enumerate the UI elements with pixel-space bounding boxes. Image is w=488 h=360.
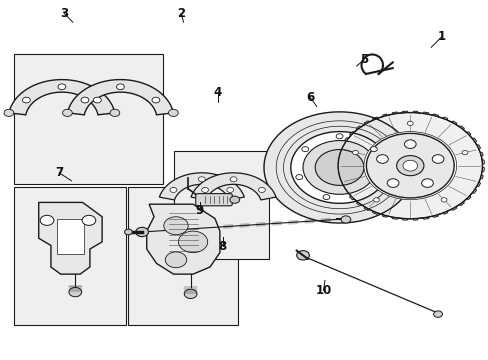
Polygon shape: [67, 80, 173, 115]
Circle shape: [373, 198, 379, 202]
Circle shape: [178, 231, 207, 253]
Circle shape: [198, 177, 205, 182]
Circle shape: [229, 196, 239, 203]
Polygon shape: [159, 173, 244, 200]
Circle shape: [301, 147, 308, 152]
Circle shape: [124, 229, 132, 235]
Circle shape: [363, 132, 456, 200]
Bar: [57, 219, 84, 255]
Circle shape: [352, 150, 358, 155]
Text: 10: 10: [315, 284, 331, 297]
Polygon shape: [264, 112, 412, 223]
Polygon shape: [39, 202, 102, 274]
Circle shape: [433, 311, 442, 318]
Circle shape: [386, 179, 398, 187]
Circle shape: [168, 109, 178, 116]
Circle shape: [136, 227, 148, 237]
Circle shape: [461, 150, 467, 155]
Bar: [128, 187, 238, 325]
Circle shape: [303, 140, 375, 194]
Circle shape: [407, 121, 412, 126]
Circle shape: [184, 289, 197, 298]
Circle shape: [402, 160, 417, 171]
Circle shape: [62, 109, 72, 116]
Circle shape: [152, 97, 160, 103]
Circle shape: [376, 155, 387, 163]
Circle shape: [202, 188, 208, 193]
Text: 2: 2: [177, 7, 185, 20]
Circle shape: [58, 84, 66, 90]
Bar: [173, 151, 268, 259]
FancyBboxPatch shape: [195, 194, 232, 206]
Text: 8: 8: [218, 240, 226, 253]
Circle shape: [170, 188, 177, 193]
Circle shape: [315, 149, 363, 185]
Circle shape: [93, 97, 101, 103]
Circle shape: [340, 216, 350, 223]
Circle shape: [396, 156, 423, 176]
Circle shape: [335, 134, 342, 139]
Circle shape: [82, 215, 96, 225]
Text: 4: 4: [213, 86, 222, 99]
Circle shape: [40, 215, 54, 225]
Circle shape: [421, 179, 432, 187]
Polygon shape: [191, 173, 275, 200]
Circle shape: [4, 109, 14, 116]
Circle shape: [295, 175, 302, 180]
Polygon shape: [336, 111, 483, 220]
Polygon shape: [9, 80, 115, 115]
Text: 6: 6: [305, 91, 314, 104]
Text: 1: 1: [437, 30, 445, 43]
Circle shape: [69, 287, 81, 297]
Circle shape: [366, 134, 453, 198]
Text: 5: 5: [359, 53, 367, 66]
Circle shape: [116, 84, 124, 90]
Polygon shape: [146, 204, 220, 274]
Circle shape: [440, 198, 446, 202]
Circle shape: [226, 188, 233, 193]
Bar: [14, 187, 126, 325]
Circle shape: [22, 97, 30, 103]
Circle shape: [110, 109, 120, 116]
Text: 3: 3: [60, 7, 68, 20]
Circle shape: [323, 195, 329, 200]
Circle shape: [404, 140, 415, 148]
Bar: [14, 54, 163, 184]
Text: 9: 9: [195, 204, 203, 217]
Circle shape: [296, 251, 309, 260]
Circle shape: [81, 97, 89, 103]
Text: 7: 7: [55, 166, 63, 179]
Circle shape: [165, 252, 186, 268]
Circle shape: [230, 177, 237, 182]
Circle shape: [258, 188, 265, 193]
Circle shape: [370, 147, 377, 152]
Circle shape: [431, 155, 443, 163]
Circle shape: [163, 217, 188, 235]
